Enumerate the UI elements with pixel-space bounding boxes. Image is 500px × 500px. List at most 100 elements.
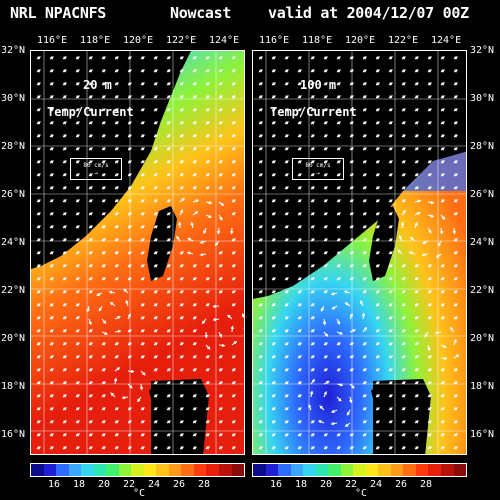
current-vector bbox=[336, 277, 341, 281]
lon-tick-right-4: 124°E bbox=[431, 35, 462, 46]
current-vector bbox=[110, 392, 116, 398]
current-vector bbox=[297, 316, 302, 320]
current-vector bbox=[127, 82, 132, 86]
current-vector bbox=[36, 108, 41, 112]
current-vector bbox=[284, 199, 289, 203]
current-vector bbox=[166, 407, 171, 411]
current-vector bbox=[401, 277, 406, 281]
current-vector bbox=[414, 303, 419, 307]
current-vector bbox=[388, 251, 393, 255]
current-vector bbox=[401, 329, 406, 333]
current-vector bbox=[375, 342, 380, 346]
current-vector bbox=[205, 186, 210, 190]
current-vector bbox=[49, 446, 54, 450]
current-vector bbox=[401, 121, 406, 125]
current-vector bbox=[427, 121, 432, 125]
current-vector bbox=[388, 56, 393, 60]
current-vector bbox=[218, 108, 223, 112]
current-vector bbox=[453, 160, 458, 164]
current-vector bbox=[127, 160, 132, 164]
current-vector bbox=[375, 316, 380, 320]
current-vector bbox=[362, 433, 367, 437]
cb-tick-left-1: 18 bbox=[73, 479, 86, 490]
current-vector bbox=[401, 56, 406, 60]
current-vector bbox=[440, 407, 445, 411]
current-vector bbox=[310, 225, 315, 229]
current-vector bbox=[140, 420, 145, 424]
current-vector bbox=[310, 264, 315, 268]
colorbar-swatch bbox=[118, 464, 132, 476]
current-vector bbox=[401, 420, 406, 424]
current-vector bbox=[375, 420, 380, 424]
current-vector bbox=[36, 342, 41, 346]
current-vector bbox=[258, 121, 263, 125]
current-vector bbox=[140, 147, 145, 151]
current-vector bbox=[205, 368, 210, 372]
map-20m-svg bbox=[31, 51, 244, 454]
current-vector bbox=[230, 325, 234, 333]
current-vector bbox=[36, 95, 41, 99]
current-vector bbox=[297, 108, 302, 112]
current-vector bbox=[108, 290, 116, 294]
current-vector bbox=[336, 251, 341, 255]
colorbar-swatch bbox=[68, 464, 82, 476]
colorbar-swatch bbox=[193, 464, 207, 476]
current-vector bbox=[49, 69, 54, 73]
current-vector bbox=[36, 69, 41, 73]
current-vector bbox=[231, 173, 236, 177]
colorbar-swatch bbox=[428, 464, 441, 476]
current-vector bbox=[401, 368, 406, 372]
current-vector bbox=[192, 290, 197, 294]
current-vector bbox=[388, 82, 393, 86]
current-vector bbox=[297, 368, 302, 372]
current-vector bbox=[218, 433, 223, 437]
current-vector bbox=[375, 381, 380, 385]
colorbar-swatch bbox=[315, 464, 329, 476]
current-vector bbox=[166, 173, 171, 177]
current-vector bbox=[101, 420, 106, 424]
current-vector bbox=[414, 95, 419, 99]
colorbar-swatch bbox=[231, 464, 244, 476]
current-vector bbox=[388, 186, 393, 190]
current-vector bbox=[271, 394, 276, 398]
current-vector bbox=[427, 264, 432, 268]
current-vector bbox=[75, 173, 80, 177]
current-vector bbox=[271, 134, 276, 138]
current-vector bbox=[205, 394, 210, 398]
current-vector bbox=[284, 186, 289, 190]
current-vector bbox=[179, 69, 184, 73]
current-vector bbox=[192, 264, 197, 268]
current-vector bbox=[453, 95, 458, 99]
current-vector bbox=[362, 420, 367, 424]
current-vector bbox=[414, 173, 419, 177]
current-vector bbox=[284, 56, 289, 60]
current-vector bbox=[362, 173, 367, 177]
current-vector bbox=[62, 420, 67, 424]
current-vector bbox=[388, 160, 393, 164]
current-vector bbox=[98, 305, 103, 312]
lat-tick-right-5: 22°N bbox=[470, 285, 495, 296]
cb-unit-right: °C bbox=[355, 488, 368, 499]
current-vector bbox=[414, 277, 419, 281]
current-vector bbox=[362, 95, 367, 99]
current-vector bbox=[62, 173, 67, 177]
current-vector bbox=[153, 368, 158, 372]
current-vector bbox=[414, 368, 419, 372]
current-vector bbox=[205, 201, 213, 205]
current-vector bbox=[88, 82, 93, 86]
current-vector bbox=[75, 316, 80, 320]
current-vector bbox=[414, 82, 419, 86]
current-vector bbox=[258, 134, 263, 138]
current-vector bbox=[205, 264, 210, 268]
current-vector bbox=[187, 237, 194, 242]
current-vector bbox=[258, 368, 263, 372]
current-vector bbox=[192, 56, 197, 60]
current-vector bbox=[349, 396, 353, 404]
current-vector bbox=[323, 56, 328, 60]
current-vector bbox=[375, 303, 380, 307]
current-vector bbox=[199, 252, 207, 257]
current-vector bbox=[62, 381, 67, 385]
current-vector bbox=[258, 199, 263, 203]
current-vector bbox=[192, 211, 199, 216]
current-vector bbox=[166, 69, 171, 73]
